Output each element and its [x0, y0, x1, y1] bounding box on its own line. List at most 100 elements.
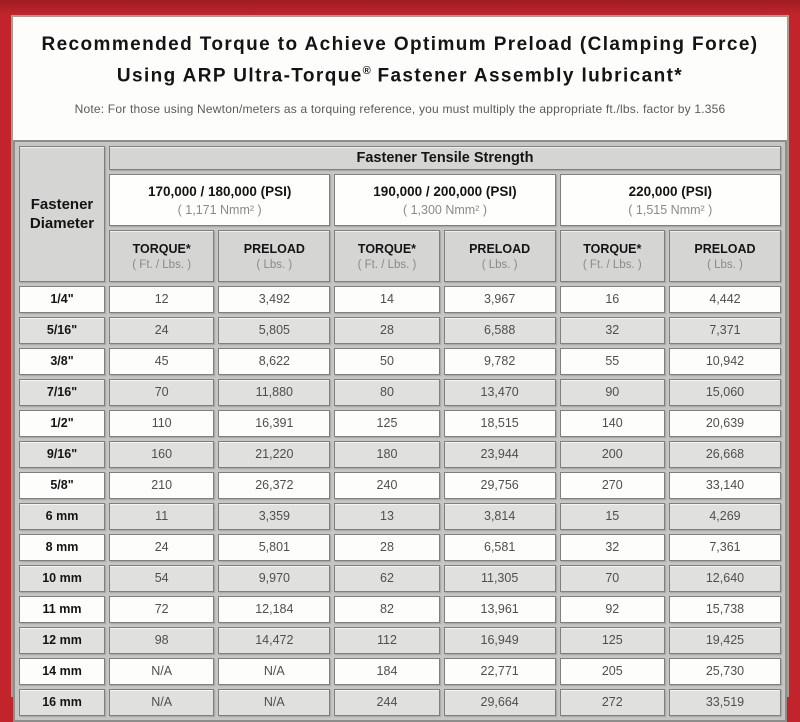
- table-row: 1/2" 110 16,391 125 18,515 140 20,639: [19, 410, 781, 437]
- subheader-torque-2-unit: ( Ft. / Lbs. ): [357, 258, 417, 271]
- torque-value-cell: 28: [334, 317, 440, 344]
- preload-value-cell: 4,269: [668, 503, 781, 530]
- preload-value-cell: 33,140: [668, 472, 781, 499]
- fastener-diameter-cell: 1/2": [19, 410, 106, 437]
- subheader-preload-2: PRELOAD ( Lbs. ): [443, 230, 556, 282]
- fastener-diameter-header-line2: Diameter: [29, 215, 95, 232]
- table-row: 6 mm 11 3,359 13 3,814 15 4,269: [19, 503, 781, 530]
- torque-value-cell: 110: [109, 410, 215, 437]
- psi-group-220-psi: 220,000 (PSI): [628, 183, 712, 199]
- subheader-preload-3-unit: ( Lbs. ): [707, 258, 743, 271]
- torque-value-cell: 28: [334, 534, 440, 561]
- fastener-diameter-cell: 12 mm: [19, 627, 106, 654]
- torque-value-cell: 45: [109, 348, 215, 375]
- torque-preload-subheader-row: TORQUE* ( Ft. / Lbs. ) PRELOAD ( Lbs. ) …: [19, 230, 781, 282]
- torque-value-cell: 180: [334, 441, 440, 468]
- torque-value-cell: 200: [559, 441, 665, 468]
- torque-value-cell: 62: [334, 565, 440, 592]
- torque-value-cell: 125: [334, 410, 440, 437]
- psi-group-220: 220,000 (PSI) ( 1,515 Nmm² ): [559, 174, 781, 226]
- torque-value-cell: N/A: [109, 658, 215, 685]
- torque-value-cell: 90: [559, 379, 665, 406]
- torque-value-cell: 272: [559, 689, 665, 716]
- preload-value-cell: 11,305: [443, 565, 556, 592]
- torque-value-cell: 92: [559, 596, 665, 623]
- preload-value-cell: N/A: [218, 658, 331, 685]
- table-row: 9/16" 160 21,220 180 23,944 200 26,668: [19, 441, 781, 468]
- title-line2-text: Using ARP Ultra-Torque: [116, 65, 363, 87]
- registered-mark: ®: [362, 64, 371, 77]
- torque-value-cell: 16: [559, 286, 665, 313]
- psi-group-header-row: 170,000 / 180,000 (PSI) ( 1,171 Nmm² ) 1…: [19, 174, 781, 226]
- torque-value-cell: 140: [559, 410, 665, 437]
- fastener-diameter-cell: 9/16": [19, 441, 106, 468]
- preload-value-cell: 15,738: [668, 596, 781, 623]
- subheader-torque-1-label: TORQUE*: [132, 241, 191, 256]
- preload-value-cell: 15,060: [668, 379, 781, 406]
- preload-value-cell: 23,944: [443, 441, 556, 468]
- table-row: 5/16" 24 5,805 28 6,588 32 7,371: [19, 317, 781, 344]
- psi-group-170-180-nmm2: ( 1,171 Nmm² ): [177, 202, 262, 217]
- preload-value-cell: 26,668: [668, 441, 781, 468]
- preload-value-cell: 5,805: [218, 317, 331, 344]
- title-block: Recommended Torque to Achieve Optimum Pr…: [13, 17, 787, 140]
- torque-value-cell: 32: [559, 317, 665, 344]
- torque-value-cell: 32: [559, 534, 665, 561]
- torque-value-cell: 244: [334, 689, 440, 716]
- fastener-diameter-cell: 14 mm: [19, 658, 106, 685]
- tensile-strength-header: Fastener Tensile Strength: [109, 146, 781, 170]
- psi-group-190-200: 190,000 / 200,000 (PSI) ( 1,300 Nmm² ): [334, 174, 556, 226]
- subheader-torque-2: TORQUE* ( Ft. / Lbs. ): [334, 230, 440, 282]
- page-title-line2: Using ARP Ultra-Torque® Fastener Assembl…: [13, 64, 787, 89]
- psi-group-170-180-psi: 170,000 / 180,000 (PSI): [147, 183, 292, 199]
- torque-value-cell: 98: [109, 627, 215, 654]
- torque-value-cell: 12: [109, 286, 215, 313]
- subheader-preload-1: PRELOAD ( Lbs. ): [218, 230, 331, 282]
- preload-value-cell: 6,588: [443, 317, 556, 344]
- torque-value-cell: 70: [109, 379, 215, 406]
- page-title-line1: Recommended Torque to Achieve Optimum Pr…: [41, 34, 759, 55]
- table-row: 1/4" 12 3,492 14 3,967 16 4,442: [19, 286, 781, 313]
- preload-value-cell: 3,814: [443, 503, 556, 530]
- preload-value-cell: 14,472: [218, 627, 331, 654]
- fastener-diameter-cell: 5/16": [19, 317, 106, 344]
- torque-value-cell: 184: [334, 658, 440, 685]
- subheader-preload-1-unit: ( Lbs. ): [256, 258, 293, 271]
- preload-value-cell: 12,184: [218, 596, 331, 623]
- subheader-torque-1: TORQUE* ( Ft. / Lbs. ): [109, 230, 215, 282]
- torque-spec-table: Fastener Diameter Fastener Tensile Stren…: [13, 140, 787, 722]
- fastener-diameter-cell: 1/4": [19, 286, 106, 313]
- psi-group-190-200-nmm2: ( 1,300 Nmm² ): [402, 202, 487, 217]
- preload-value-cell: 21,220: [218, 441, 331, 468]
- preload-value-cell: 6,581: [443, 534, 556, 561]
- fastener-diameter-cell: 7/16": [19, 379, 106, 406]
- preload-value-cell: 16,391: [218, 410, 331, 437]
- preload-value-cell: 9,970: [218, 565, 331, 592]
- content-sheet: Recommended Torque to Achieve Optimum Pr…: [11, 15, 789, 722]
- fastener-diameter-header: Fastener Diameter: [19, 146, 106, 282]
- preload-value-cell: 13,961: [443, 596, 556, 623]
- preload-value-cell: N/A: [218, 689, 331, 716]
- table-row: 14 mm N/A N/A 184 22,771 205 25,730: [19, 658, 781, 685]
- fastener-diameter-cell: 8 mm: [19, 534, 106, 561]
- subheader-torque-2-label: TORQUE*: [357, 241, 417, 256]
- psi-group-220-nmm2: ( 1,515 Nmm² ): [628, 202, 713, 217]
- preload-value-cell: 19,425: [668, 627, 781, 654]
- fastener-diameter-cell: 6 mm: [19, 503, 106, 530]
- conversion-note: Note: For those using Newton/meters as a…: [74, 101, 726, 116]
- table-row: 16 mm N/A N/A 244 29,664 272 33,519: [19, 689, 781, 716]
- torque-value-cell: 72: [109, 596, 215, 623]
- preload-value-cell: 8,622: [218, 348, 331, 375]
- torque-value-cell: 70: [559, 565, 665, 592]
- torque-value-cell: 55: [559, 348, 665, 375]
- preload-value-cell: 7,361: [668, 534, 781, 561]
- tensile-strength-header-row: Fastener Diameter Fastener Tensile Stren…: [19, 146, 781, 282]
- preload-value-cell: 18,515: [443, 410, 556, 437]
- psi-group-190-200-psi: 190,000 / 200,000 (PSI): [373, 183, 517, 199]
- subheader-torque-3-label: TORQUE*: [583, 241, 642, 256]
- preload-value-cell: 22,771: [443, 658, 556, 685]
- preload-value-cell: 7,371: [668, 317, 781, 344]
- torque-value-cell: 210: [109, 472, 215, 499]
- fastener-diameter-cell: 16 mm: [19, 689, 106, 716]
- fastener-diameter-header-line1: Fastener: [30, 195, 94, 213]
